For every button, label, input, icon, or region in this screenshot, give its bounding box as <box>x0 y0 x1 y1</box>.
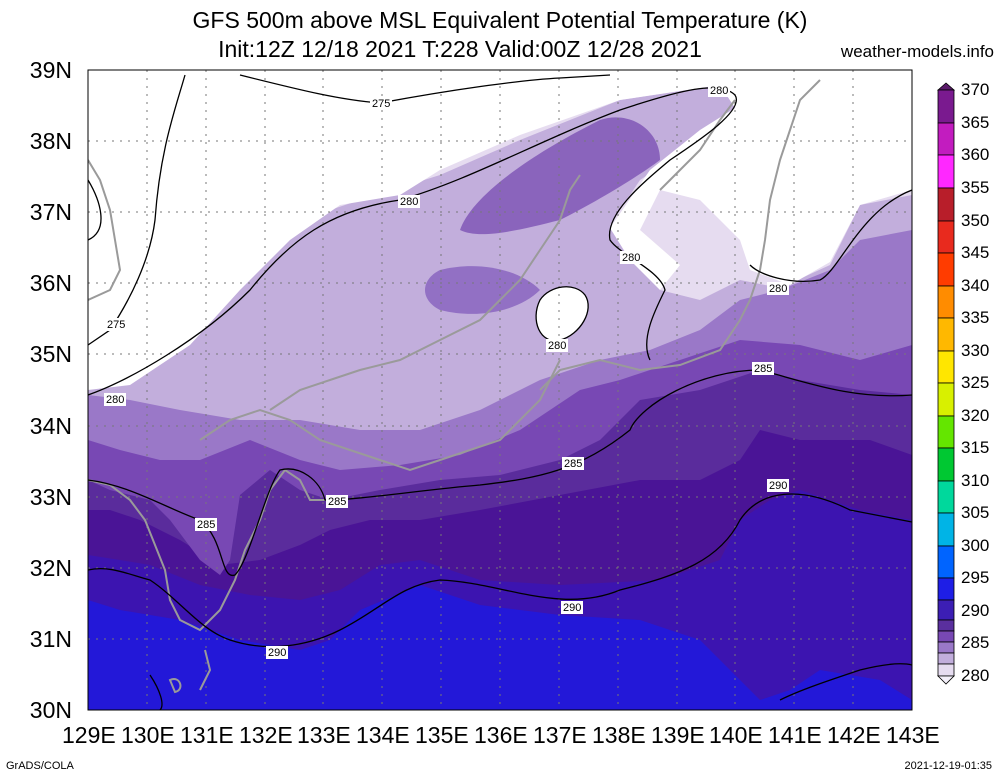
contour-lines <box>88 74 912 710</box>
lon-label: 130E <box>121 722 175 748</box>
contour-label: 280 <box>769 283 787 295</box>
colorbar-label: 350 <box>961 211 990 230</box>
lon-label: 138E <box>592 722 646 748</box>
lat-label: 39N <box>29 57 72 83</box>
graticule <box>88 70 912 710</box>
contour-label: 275 <box>372 98 390 110</box>
contour-label: 290 <box>268 647 286 659</box>
colorbar-label: 285 <box>961 633 990 652</box>
footer-right: 2021-12-19-01:35 <box>904 760 992 772</box>
lon-label: 137E <box>533 722 587 748</box>
contour-label: 290 <box>769 480 787 492</box>
lon-label: 143E <box>886 722 940 748</box>
contour-label: 285 <box>754 363 772 375</box>
footer-left: GrADS/COLA <box>6 760 74 772</box>
colorbar-label: 335 <box>961 308 990 327</box>
lon-label: 140E <box>709 722 763 748</box>
lat-label: 38N <box>29 128 72 154</box>
colorbar-label: 325 <box>961 373 990 392</box>
lat-label: 34N <box>29 413 72 439</box>
lon-label: 142E <box>827 722 881 748</box>
colorbar-label: 370 <box>961 80 990 99</box>
colorbar <box>936 82 956 685</box>
colorbar-label: 310 <box>961 471 990 490</box>
contour-label: 285 <box>197 519 215 531</box>
lat-label: 30N <box>29 697 72 723</box>
contour-label: 280 <box>710 85 728 97</box>
colorbar-label: 305 <box>961 503 990 522</box>
coastlines <box>88 79 821 694</box>
source-label: weather-models.info <box>840 42 994 61</box>
contour-label: 280 <box>622 252 640 264</box>
white-pocket <box>536 286 589 341</box>
colorbar-label: 365 <box>961 113 990 132</box>
lon-label: 133E <box>297 722 351 748</box>
contour-label: 280 <box>106 394 124 406</box>
map-title: GFS 500m above MSL Equivalent Potential … <box>192 7 808 33</box>
contour-label: 285 <box>564 458 582 470</box>
colorbar-label: 320 <box>961 406 990 425</box>
lon-label: 132E <box>239 722 293 748</box>
lon-label: 135E <box>415 722 469 748</box>
colorbar-label: 360 <box>961 145 990 164</box>
lon-label: 141E <box>768 722 822 748</box>
colorbar-label: 315 <box>961 438 990 457</box>
colorbar-label: 300 <box>961 536 990 555</box>
lat-label: 32N <box>29 555 72 581</box>
plot-frame <box>87 69 913 711</box>
lat-label: 31N <box>29 626 72 652</box>
contour-label: 285 <box>328 496 346 508</box>
colorbar-label: 345 <box>961 243 990 262</box>
lon-label: 136E <box>474 722 528 748</box>
colorbar-label: 290 <box>961 601 990 620</box>
contour-label: 280 <box>400 196 418 208</box>
colorbar-label: 340 <box>961 276 990 295</box>
contour-label: 290 <box>563 602 581 614</box>
lon-label: 139E <box>651 722 705 748</box>
lat-label: 33N <box>29 484 72 510</box>
lon-label: 129E <box>62 722 116 748</box>
contour-label: 280 <box>548 340 566 352</box>
colorbar-label: 330 <box>961 341 990 360</box>
lon-label: 131E <box>180 722 234 748</box>
contour-label: 275 <box>107 319 125 331</box>
lat-label: 37N <box>29 199 72 225</box>
lat-label: 36N <box>29 270 72 296</box>
colorbar-label: 295 <box>961 568 990 587</box>
lon-label: 134E <box>356 722 410 748</box>
band-below-280 <box>88 70 912 390</box>
colorbar-label: 280 <box>961 666 990 685</box>
lat-label: 35N <box>29 341 72 367</box>
map-subtitle: Init:12Z 12/18 2021 T:228 Valid:00Z 12/2… <box>218 36 702 62</box>
colorbar-label: 355 <box>961 178 990 197</box>
